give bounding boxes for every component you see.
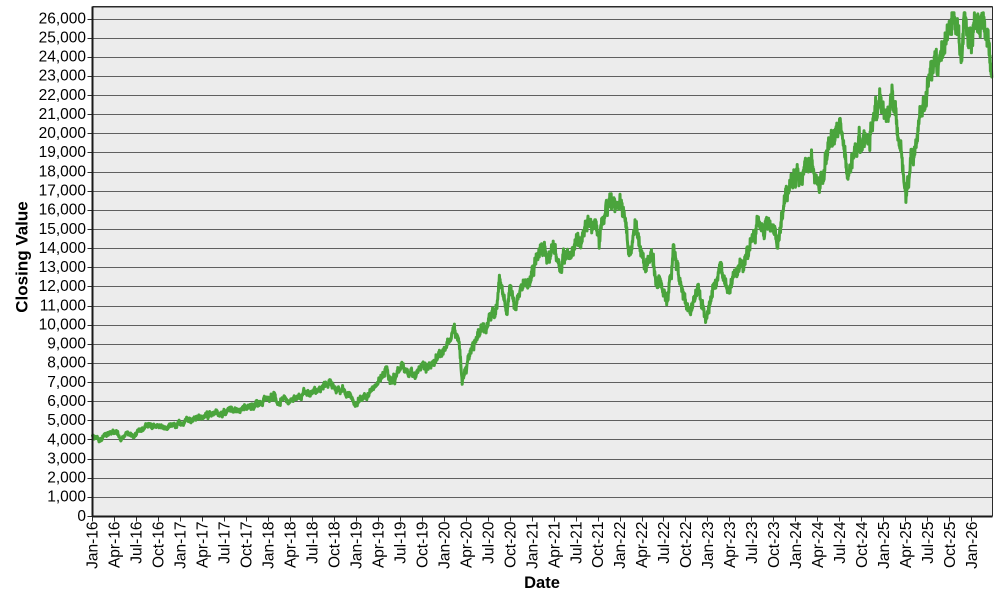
svg-text:18,000: 18,000	[39, 163, 87, 180]
svg-text:21,000: 21,000	[39, 106, 87, 123]
svg-text:25,000: 25,000	[39, 29, 87, 46]
svg-text:Jul-20: Jul-20	[480, 521, 497, 564]
svg-text:6,000: 6,000	[47, 393, 86, 410]
svg-text:Jan-22: Jan-22	[612, 522, 629, 569]
svg-text:19,000: 19,000	[39, 144, 87, 161]
svg-text:1,000: 1,000	[47, 489, 86, 506]
svg-text:9,000: 9,000	[47, 336, 86, 353]
svg-text:11,000: 11,000	[40, 297, 87, 314]
svg-text:Jul-23: Jul-23	[744, 522, 761, 564]
svg-text:4,000: 4,000	[47, 431, 86, 448]
svg-text:Oct-24: Oct-24	[854, 521, 871, 568]
svg-text:Apr-17: Apr-17	[195, 522, 212, 569]
svg-text:Jan-21: Jan-21	[524, 522, 541, 569]
svg-text:Jan-19: Jan-19	[348, 522, 365, 569]
svg-text:Oct-17: Oct-17	[239, 522, 256, 569]
svg-text:Jul-18: Jul-18	[305, 522, 322, 564]
svg-text:Jan-18: Jan-18	[261, 522, 278, 569]
svg-text:Jul-24: Jul-24	[832, 521, 849, 564]
svg-text:Jul-21: Jul-21	[568, 522, 585, 564]
svg-text:8,000: 8,000	[47, 355, 86, 372]
svg-text:Apr-16: Apr-16	[107, 522, 124, 569]
svg-text:0: 0	[77, 508, 86, 525]
svg-text:Jan-16: Jan-16	[85, 522, 102, 569]
svg-text:26,000: 26,000	[39, 10, 87, 27]
svg-text:3,000: 3,000	[47, 450, 86, 467]
svg-text:Oct-22: Oct-22	[678, 522, 695, 569]
svg-text:Jan-24: Jan-24	[788, 521, 805, 569]
svg-text:10,000: 10,000	[39, 316, 87, 333]
svg-text:Jul-22: Jul-22	[656, 522, 673, 564]
svg-text:7,000: 7,000	[47, 374, 86, 391]
svg-text:Apr-21: Apr-21	[546, 522, 563, 569]
svg-text:12,000: 12,000	[39, 278, 87, 295]
svg-text:Apr-23: Apr-23	[722, 522, 739, 569]
svg-text:Jan-26: Jan-26	[964, 522, 981, 569]
svg-text:Jan-17: Jan-17	[173, 522, 190, 569]
svg-text:13,000: 13,000	[39, 259, 87, 276]
svg-text:Jan-20: Jan-20	[436, 521, 453, 569]
svg-text:Apr-24: Apr-24	[810, 521, 827, 568]
svg-text:Oct-18: Oct-18	[326, 522, 343, 569]
svg-text:23,000: 23,000	[39, 68, 87, 85]
svg-text:Jan-23: Jan-23	[700, 522, 717, 569]
svg-text:Oct-16: Oct-16	[151, 522, 168, 569]
svg-text:2,000: 2,000	[47, 470, 86, 487]
svg-text:20,000: 20,000	[39, 125, 87, 142]
svg-text:Apr-22: Apr-22	[634, 522, 651, 569]
svg-text:Oct-25: Oct-25	[942, 522, 959, 569]
svg-text:16,000: 16,000	[39, 202, 87, 219]
svg-text:Apr-25: Apr-25	[898, 522, 915, 569]
svg-text:Jul-16: Jul-16	[129, 522, 146, 564]
svg-text:Apr-20: Apr-20	[458, 521, 475, 568]
svg-text:Oct-20: Oct-20	[502, 521, 519, 568]
svg-text:Apr-18: Apr-18	[283, 522, 300, 569]
svg-text:Closing Value: Closing Value	[13, 201, 32, 312]
svg-text:Date: Date	[524, 574, 560, 592]
svg-text:22,000: 22,000	[39, 87, 87, 104]
svg-text:Jul-25: Jul-25	[920, 522, 937, 564]
svg-text:Oct-21: Oct-21	[590, 522, 607, 569]
svg-text:Jul-17: Jul-17	[217, 522, 234, 564]
svg-text:Oct-23: Oct-23	[766, 522, 783, 569]
svg-text:Jul-19: Jul-19	[392, 522, 409, 564]
svg-text:Jan-25: Jan-25	[876, 522, 893, 569]
svg-text:Apr-19: Apr-19	[370, 522, 387, 569]
svg-text:Oct-19: Oct-19	[414, 522, 431, 569]
svg-text:24,000: 24,000	[39, 49, 87, 66]
svg-text:15,000: 15,000	[39, 221, 87, 238]
svg-text:14,000: 14,000	[39, 240, 87, 257]
svg-text:5,000: 5,000	[47, 412, 86, 429]
svg-text:17,000: 17,000	[39, 183, 87, 200]
